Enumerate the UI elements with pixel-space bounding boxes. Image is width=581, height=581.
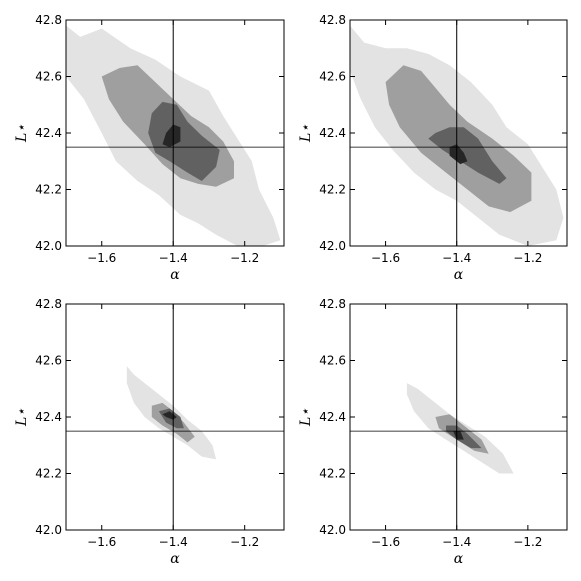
y-tick-label: 42.4 [319, 410, 346, 424]
y-tick-label: 42.8 [35, 13, 62, 27]
y-axis-label: L⋆ [14, 408, 30, 427]
panel-bottom-left: −1.6 −1.4 −1.2 42.0 42.2 42.4 42.6 42.8 α L⋆ [14, 297, 285, 567]
x-axis-label: α [170, 267, 180, 283]
x-tick-label: −1.2 [513, 535, 542, 549]
y-axis-label: L⋆ [298, 124, 314, 143]
y-tick-label: 42.4 [35, 410, 62, 424]
y-tick-label: 42.8 [35, 297, 62, 311]
y-tick-label: 42.6 [35, 70, 62, 84]
x-tick-label: −1.2 [230, 251, 259, 265]
y-axis-label: L⋆ [298, 408, 314, 427]
contour-group [126, 366, 217, 460]
contour-level-4 [162, 124, 181, 148]
y-tick-label: 42.8 [319, 297, 346, 311]
x-tick-label: −1.6 [87, 251, 116, 265]
x-axis-label: α [454, 267, 464, 283]
x-tick-label: −1.6 [371, 535, 400, 549]
x-axis-label: α [454, 551, 464, 567]
y-tick-label: 42.2 [35, 183, 62, 197]
y-tick-label: 42.6 [319, 70, 346, 84]
y-tick-label: 42.6 [319, 354, 346, 368]
x-axis-label: α [170, 551, 180, 567]
y-tick-label: 42.0 [319, 523, 346, 537]
contour-level-3 [428, 127, 507, 184]
contour-level-3 [148, 101, 220, 181]
y-tick-label: 42.2 [319, 467, 346, 481]
y-tick-label: 42.0 [35, 523, 62, 537]
panel-bottom-right: −1.6 −1.4 −1.2 42.0 42.2 42.4 42.6 42.8 α L⋆ [298, 297, 568, 567]
contour-level-4 [449, 144, 468, 165]
x-tick-label: −1.4 [442, 535, 471, 549]
x-tick-label: −1.4 [159, 535, 188, 549]
y-tick-label: 42.2 [319, 183, 346, 197]
x-tick-label: −1.6 [371, 251, 400, 265]
y-tick-label: 42.0 [35, 239, 62, 253]
y-tick-label: 42.4 [319, 126, 346, 140]
y-tick-label: 42.6 [35, 354, 62, 368]
y-tick-label: 42.0 [319, 239, 346, 253]
axes-frame [349, 303, 568, 531]
y-tick-label: 42.8 [319, 13, 346, 27]
x-tick-label: −1.2 [513, 251, 542, 265]
y-axis-label: L⋆ [14, 124, 30, 143]
x-tick-label: −1.4 [442, 251, 471, 265]
x-tick-label: −1.2 [230, 535, 259, 549]
x-tick-label: −1.6 [87, 535, 116, 549]
panel-top-right: −1.6 −1.4 −1.2 42.0 42.2 42.4 42.6 42.8 α L⋆ [298, 13, 568, 283]
y-tick-label: 42.4 [35, 126, 62, 140]
panel-top-left: −1.6 −1.4 −1.2 42.0 42.2 42.4 42.6 42.8 α L⋆ [14, 13, 285, 283]
y-tick-label: 42.2 [35, 467, 62, 481]
contour-group [406, 383, 514, 474]
x-tick-label: −1.4 [159, 251, 188, 265]
contour-level-4 [453, 431, 464, 440]
